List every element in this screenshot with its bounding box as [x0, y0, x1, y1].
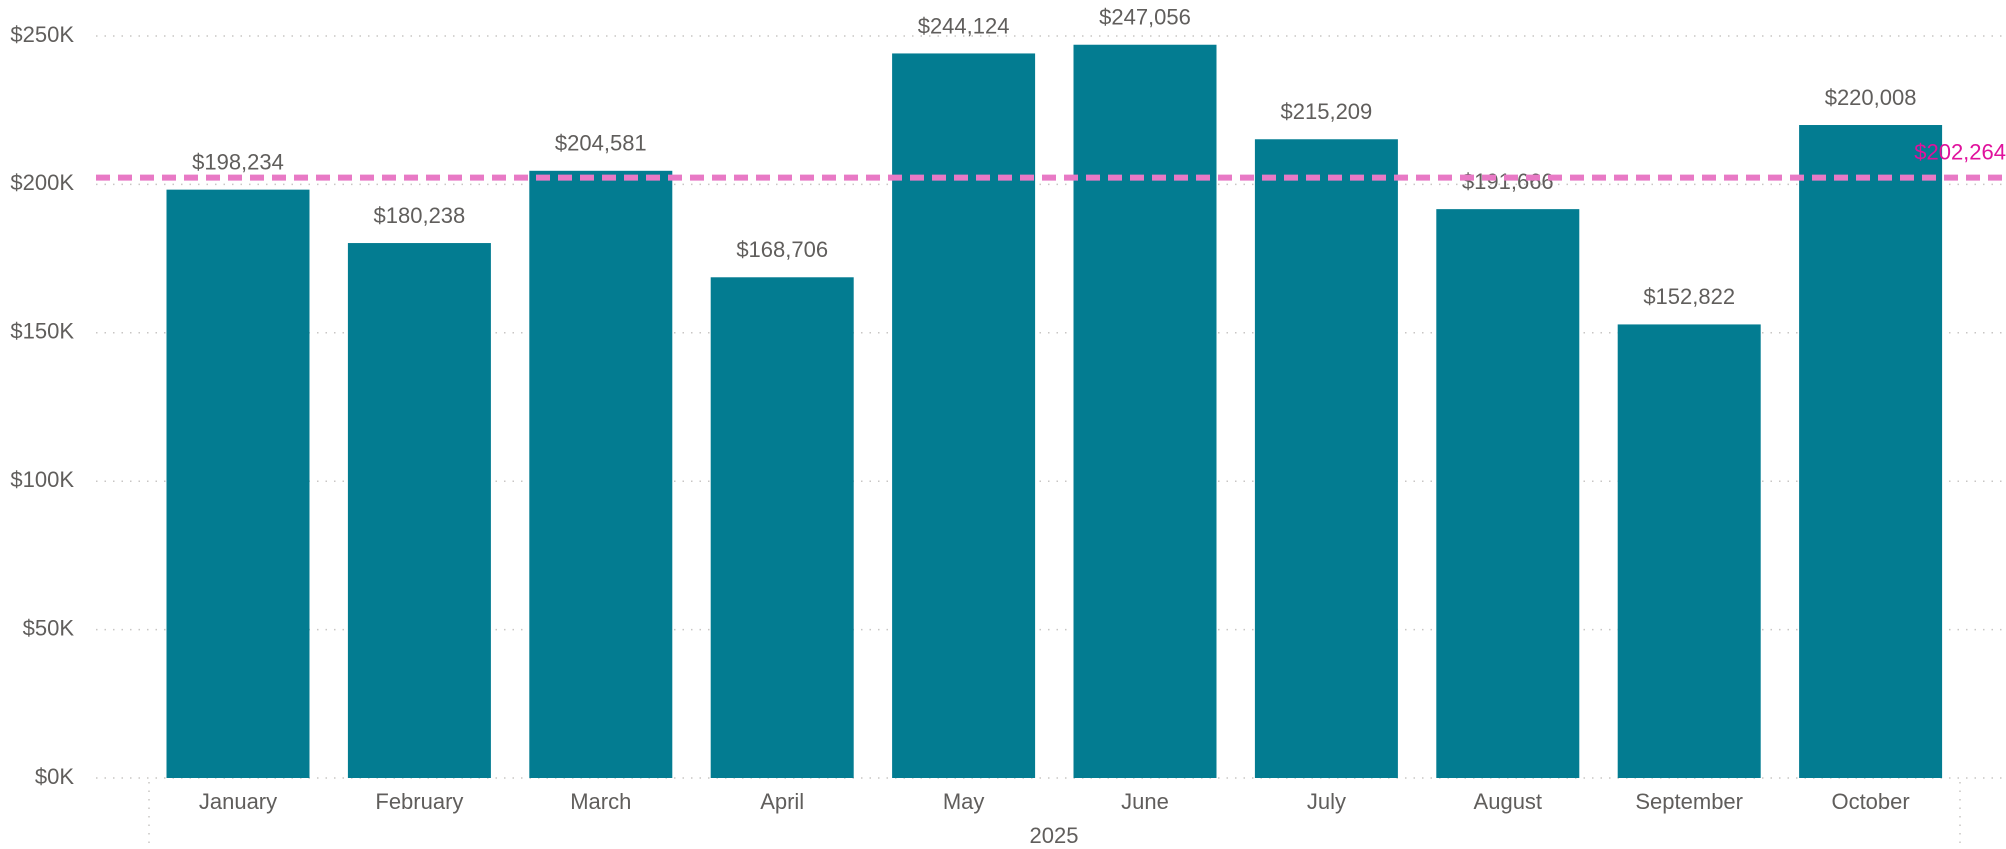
data-label: $220,008: [1825, 85, 1917, 110]
data-label: $152,822: [1643, 284, 1735, 309]
bar: [166, 189, 310, 779]
bar: [1799, 125, 1943, 779]
bar: [529, 170, 673, 778]
x-tick-label: August: [1474, 789, 1543, 814]
bar: [1073, 44, 1217, 778]
bar: [1617, 324, 1761, 778]
data-label: $191,666: [1462, 169, 1554, 194]
x-tick-label: March: [570, 789, 631, 814]
bar: [347, 243, 491, 779]
data-label: $204,581: [555, 131, 647, 156]
bar: [1436, 209, 1580, 778]
data-label: $180,238: [374, 203, 466, 228]
data-label: $247,056: [1099, 5, 1191, 30]
y-tick-label: $150K: [10, 319, 74, 344]
y-tick-label: $0K: [35, 764, 74, 789]
x-tick-label: October: [1831, 789, 1909, 814]
y-tick-label: $200K: [10, 170, 74, 195]
bar: [710, 277, 854, 778]
x-tick-label: July: [1307, 789, 1346, 814]
bar: [892, 53, 1036, 779]
x-tick-label: June: [1121, 789, 1169, 814]
y-tick-label: $50K: [23, 615, 75, 640]
y-tick-label: $250K: [10, 22, 74, 47]
data-label: $168,706: [736, 237, 828, 262]
data-label: $244,124: [918, 13, 1010, 38]
y-tick-label: $100K: [10, 467, 74, 492]
x-tick-label: January: [199, 789, 277, 814]
x-tick-label: February: [375, 789, 463, 814]
data-label: $215,209: [1281, 99, 1373, 124]
x-group-label: 2025: [1030, 823, 1079, 848]
x-tick-label: September: [1635, 789, 1743, 814]
reference-label: $202,264: [1914, 139, 2006, 164]
data-label: $198,234: [192, 149, 284, 174]
bar: [1254, 139, 1398, 778]
x-tick-label: April: [760, 789, 804, 814]
x-tick-label: May: [943, 789, 985, 814]
